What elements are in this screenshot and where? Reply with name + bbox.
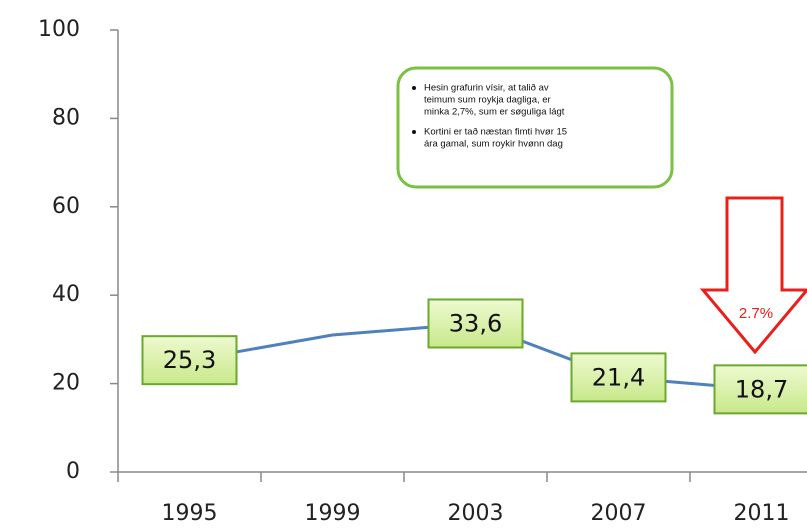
y-tick-label: 80 [52, 105, 80, 130]
x-tick-label: 2003 [448, 501, 504, 526]
note-text: Kortini er tað næstan fimti hvør 15 [424, 127, 567, 138]
note-text: teimum sum roykja dagliga, er [424, 95, 551, 106]
bullet [412, 86, 416, 90]
down-arrow [699, 196, 807, 355]
x-tick-label: 1999 [305, 501, 361, 526]
x-tick-label: 1995 [162, 501, 218, 526]
note-text: minka 2,7%, sum er søguliga lágt [424, 107, 565, 118]
note-text: Hesin grafurin vísir, at talið av [424, 83, 549, 94]
bullet [412, 130, 416, 134]
data-label: 21,4 [592, 363, 645, 391]
data-label: 25,3 [163, 346, 216, 374]
data-label-box [570, 352, 667, 403]
data-label-box [141, 335, 238, 386]
y-tick-label: 40 [52, 282, 80, 307]
x-tick-label: 2007 [591, 501, 647, 526]
y-tick-label: 100 [38, 17, 80, 42]
y-tick-label: 0 [66, 459, 80, 484]
note-box [396, 66, 674, 189]
data-label: 18,7 [735, 375, 788, 403]
y-tick-label: 60 [52, 194, 80, 219]
y-tick-label: 20 [52, 371, 80, 396]
data-label: 33,6 [449, 309, 502, 337]
arrow-label: 2.7% [739, 305, 773, 322]
data-label-box [713, 364, 807, 415]
data-label-box [427, 298, 524, 349]
x-tick-label: 2011 [734, 501, 790, 526]
note-text: ára gamal, sum roykir hvønn dag [424, 139, 563, 150]
